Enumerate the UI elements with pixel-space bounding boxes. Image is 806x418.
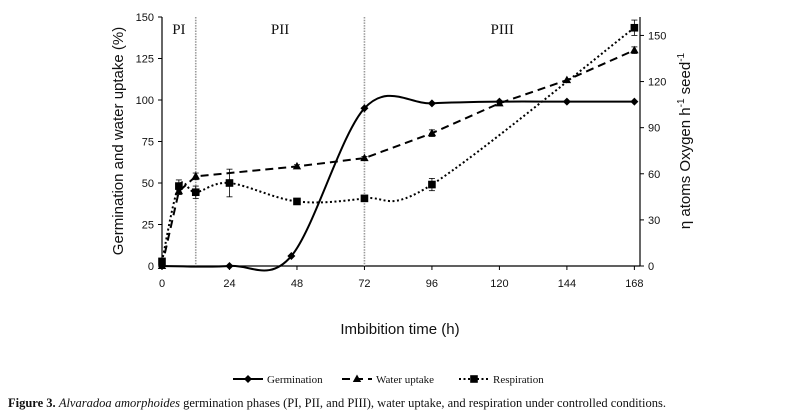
y-left-tick-label: 50 xyxy=(142,178,154,190)
respiration-point xyxy=(360,194,369,203)
x-axis-title: Imbibition time (h) xyxy=(340,321,459,338)
x-tick-label: 168 xyxy=(625,278,643,290)
legend-marker-water-uptake xyxy=(352,374,362,382)
respiration-point xyxy=(158,257,166,266)
germination-point xyxy=(427,99,436,108)
y-right-tick-label: 120 xyxy=(648,77,666,89)
germination-line xyxy=(161,94,635,272)
water-uptake-point xyxy=(630,45,639,54)
right-title-part: η atoms Oxygen h xyxy=(677,107,694,229)
respiration-point xyxy=(225,179,234,187)
water-uptake-point xyxy=(562,75,572,84)
y-left-tick-label: 0 xyxy=(148,261,154,273)
y-right-tick-label: 150 xyxy=(648,30,666,42)
legend-item-water-uptake: Water uptake xyxy=(342,374,434,386)
right-title-part: seed xyxy=(677,62,694,99)
germination-point xyxy=(562,97,571,106)
respiration-point xyxy=(428,180,436,189)
respiration-point xyxy=(630,23,639,32)
respiration-series xyxy=(158,19,639,266)
water-uptake-point xyxy=(360,153,369,162)
water-uptake-point xyxy=(292,161,302,170)
water-uptake-line xyxy=(161,49,635,267)
germination-series xyxy=(158,94,639,272)
germination-point xyxy=(287,252,296,261)
x-tick-label: 72 xyxy=(358,278,370,290)
germination-point xyxy=(225,262,234,270)
caption-species: Alvaradoa amorphoides xyxy=(58,396,180,410)
y-right-tick-label: 60 xyxy=(648,169,660,181)
figure-caption: Figure 3. Alvaradoa amorphoides germinat… xyxy=(8,396,806,411)
legend-label-germination: Germination xyxy=(267,374,323,386)
superscript: -1 xyxy=(676,98,687,107)
y-left-tick-label: 125 xyxy=(136,54,154,66)
water-uptake-point xyxy=(191,171,200,180)
caption-text: germination phases (PI, PII, and PIII), … xyxy=(180,396,666,410)
water-uptake-point xyxy=(495,98,504,107)
x-tick-label: 48 xyxy=(291,278,303,290)
legend-marker-germination xyxy=(244,375,252,383)
y-left-tick-label: 100 xyxy=(136,95,154,107)
caption-label: Figure 3. xyxy=(8,396,56,410)
x-tick-label: 96 xyxy=(426,278,438,290)
water-uptake-series xyxy=(157,45,639,269)
legend-label-water-uptake: Water uptake xyxy=(376,374,434,386)
y-left-tick-label: 150 xyxy=(136,12,154,24)
y-axis-left-title: Germination and water uptake (%) xyxy=(110,27,127,255)
legend-label-respiration: Respiration xyxy=(493,374,544,386)
y-left-tick-label: 75 xyxy=(142,137,154,149)
x-tick-label: 120 xyxy=(490,278,508,290)
superscript: -1 xyxy=(676,52,687,61)
respiration-point xyxy=(175,182,183,190)
germination-point xyxy=(360,104,369,113)
phase-label: PI xyxy=(172,22,185,38)
y-right-tick-label: 90 xyxy=(648,123,660,135)
x-tick-label: 144 xyxy=(558,278,576,290)
respiration-point xyxy=(191,188,200,197)
x-tick-label: 24 xyxy=(223,278,235,290)
x-tick-label: 0 xyxy=(159,278,165,290)
legend-item-respiration: Respiration xyxy=(459,374,544,386)
respiration-line xyxy=(161,26,635,262)
y-right-tick-label: 0 xyxy=(648,261,654,273)
phase-label: PIII xyxy=(491,22,514,38)
water-uptake-point xyxy=(157,261,167,269)
water-uptake-point xyxy=(427,128,437,137)
respiration-point xyxy=(293,197,301,206)
y-axis-right-title: η atoms Oxygen h-1 seed-1 xyxy=(676,52,694,229)
legend-item-germination: Germination xyxy=(233,374,323,386)
legend-marker-respiration xyxy=(470,375,478,383)
phase-label: PII xyxy=(271,22,289,38)
y-right-tick-label: 30 xyxy=(648,215,660,227)
y-left-tick-label: 25 xyxy=(142,220,154,232)
germination-point xyxy=(630,97,639,106)
